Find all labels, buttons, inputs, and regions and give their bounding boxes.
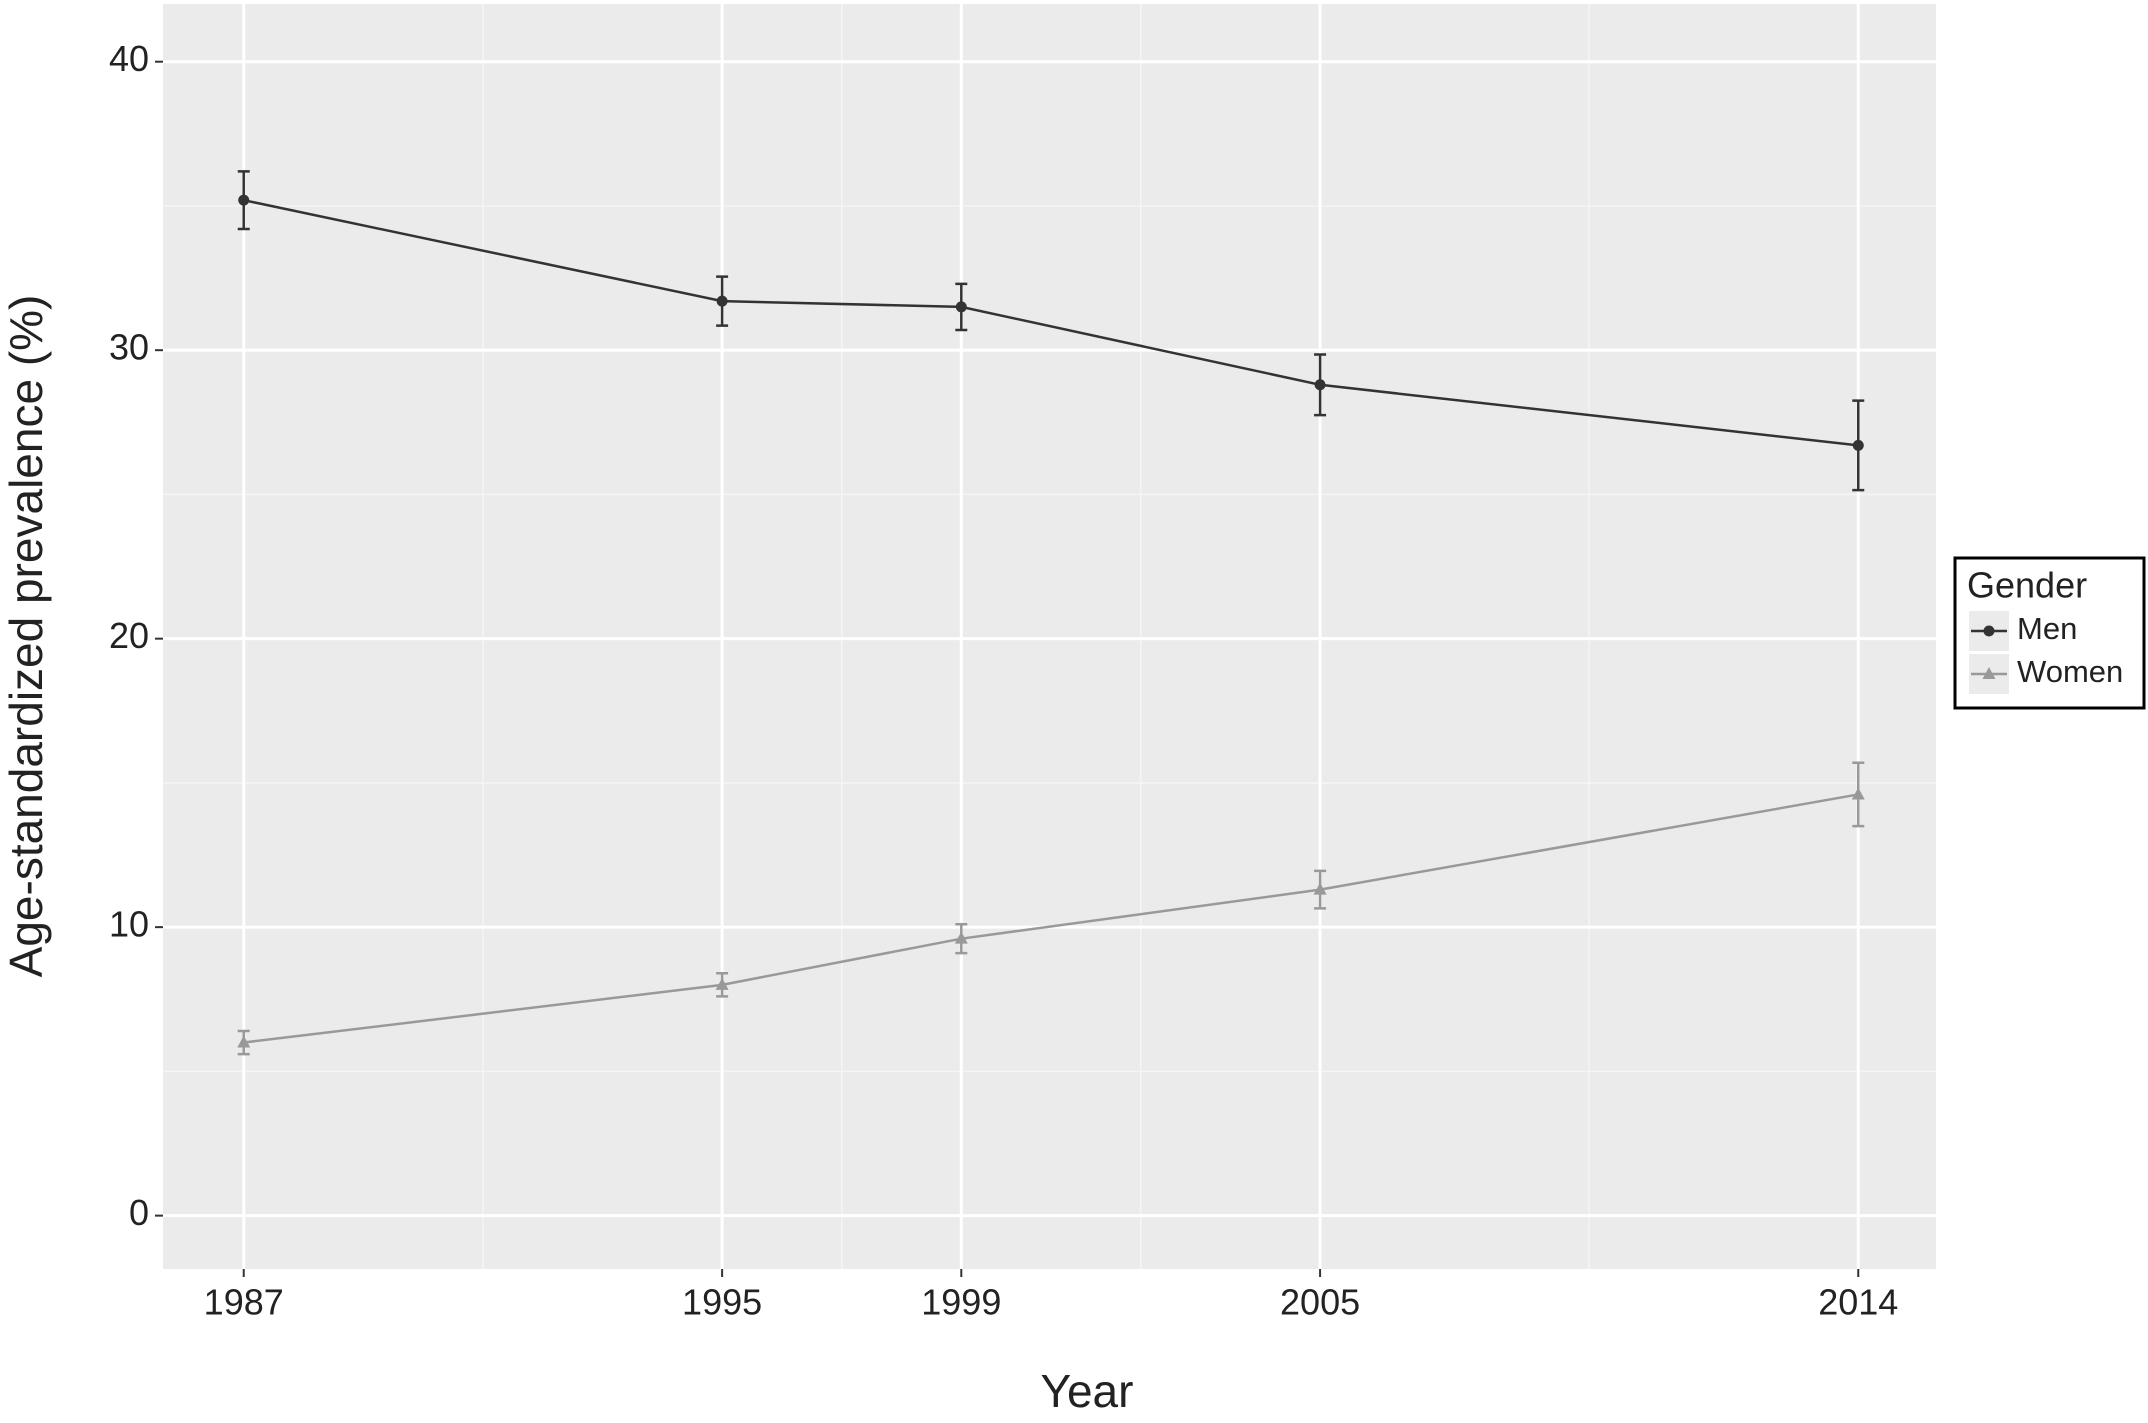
- legend-title: Gender: [1967, 565, 2087, 606]
- plot-panel: [163, 4, 1936, 1269]
- legend-label: Women: [2017, 654, 2123, 689]
- point: [237, 1035, 251, 1048]
- point: [1852, 439, 1864, 451]
- point: [1314, 379, 1326, 391]
- y-tick-label: 30: [109, 327, 149, 368]
- point: [715, 977, 729, 990]
- x-tick-label: 1995: [682, 1282, 762, 1323]
- x-axis-title: Year: [1041, 1365, 1134, 1417]
- y-tick-label: 40: [109, 38, 149, 79]
- point: [238, 194, 250, 206]
- y-tick-label: 0: [129, 1192, 149, 1233]
- point: [1851, 787, 1865, 800]
- legend-key-marker: [1982, 667, 1996, 679]
- x-tick-label: 2005: [1280, 1282, 1360, 1323]
- y-axis-title: Age-standardized prevalence (%): [0, 295, 52, 978]
- x-tick-label: 1999: [921, 1282, 1001, 1323]
- legend-key-marker: [1983, 625, 1995, 637]
- y-tick-label: 20: [109, 615, 149, 656]
- x-tick-label: 1987: [204, 1282, 284, 1323]
- point: [954, 931, 968, 944]
- point: [955, 301, 967, 313]
- legend-label: Men: [2017, 611, 2077, 646]
- x-tick-label: 2014: [1818, 1282, 1898, 1323]
- y-tick-label: 10: [109, 904, 149, 945]
- point: [716, 295, 728, 307]
- point: [1313, 882, 1327, 895]
